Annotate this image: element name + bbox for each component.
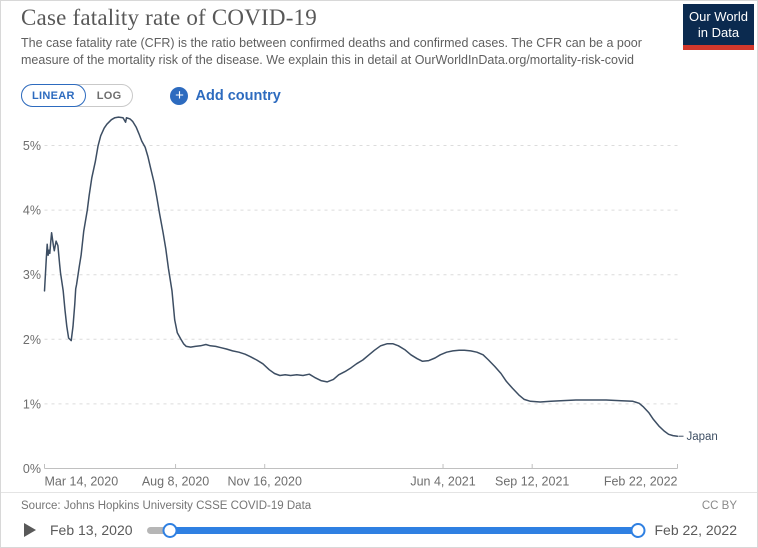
- source-note: Source: Johns Hopkins University CSSE CO…: [21, 500, 312, 512]
- timeline-start-date: Feb 13, 2020: [50, 522, 133, 538]
- timeline-start-handle[interactable]: [162, 522, 178, 538]
- x-tick-label: Sep 12, 2021: [495, 475, 569, 489]
- owid-logo-line1: Our World: [689, 9, 748, 24]
- chart-footer: Source: Johns Hopkins University CSSE CO…: [1, 492, 757, 547]
- timeline-slider[interactable]: [146, 522, 646, 539]
- line-chart-canvas[interactable]: 0% 1% 2% 3% 4% 5% Mar 14, 2020 Aug 8, 2020 Nov 1…: [1, 108, 758, 492]
- scale-toggle: LINEAR LOG: [21, 84, 134, 107]
- add-country-label: Add country: [195, 87, 281, 104]
- license-label: CC BY: [701, 500, 737, 512]
- play-icon[interactable]: [24, 523, 36, 537]
- x-tick-label: Jun 4, 2021: [410, 475, 475, 489]
- y-tick-label: 2%: [23, 333, 41, 347]
- x-tick-label: Aug 8, 2020: [142, 475, 209, 489]
- y-tick-label: 4%: [23, 204, 41, 218]
- entity-label-japan: Japan: [687, 431, 718, 443]
- series-line-japan[interactable]: [43, 116, 679, 437]
- y-tick-label: 3%: [23, 268, 41, 282]
- timeline-end-handle[interactable]: [630, 522, 646, 538]
- linear-scale-button[interactable]: LINEAR: [21, 84, 86, 107]
- chart-controls: LINEAR LOG + Add country: [21, 84, 281, 107]
- x-tick-label: Feb 22, 2022: [604, 475, 678, 489]
- timeline-control: Feb 13, 2020 Feb 22, 2022: [21, 520, 737, 540]
- x-tick-label: Nov 16, 2020: [228, 475, 302, 489]
- x-tick-label: Mar 14, 2020: [45, 475, 119, 489]
- y-tick-label: 0%: [23, 462, 41, 476]
- y-tick-label: 1%: [23, 397, 41, 411]
- plus-icon: +: [170, 86, 189, 105]
- page-title: Case fatality rate of COVID-19: [21, 5, 317, 30]
- owid-logo-line2: in Data: [697, 25, 740, 40]
- owid-logo: Our World in Data: [683, 4, 754, 50]
- timeline-selected-range: [170, 526, 638, 534]
- log-scale-button[interactable]: LOG: [96, 89, 122, 102]
- y-tick-label: 5%: [23, 139, 41, 153]
- add-country-button[interactable]: + Add country: [170, 86, 281, 105]
- chart-subtitle: The case fatality rate (CFR) is the rati…: [21, 36, 642, 67]
- timeline-end-date: Feb 22, 2022: [654, 522, 737, 538]
